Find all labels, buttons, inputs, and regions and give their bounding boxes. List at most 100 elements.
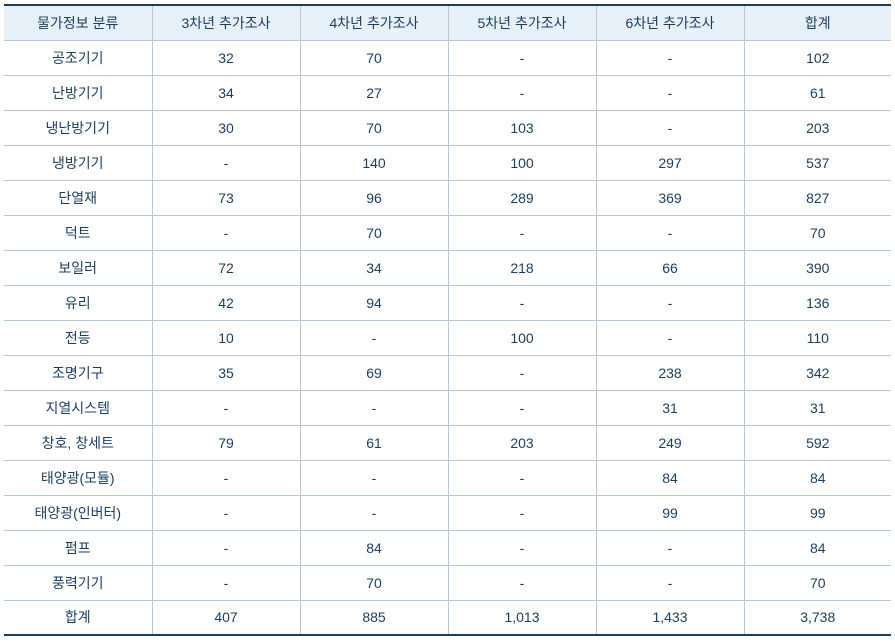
table-cell: 1,433 (596, 600, 744, 635)
table-cell: 592 (744, 425, 891, 460)
table-cell: - (152, 390, 300, 425)
table-cell: 42 (152, 285, 300, 320)
table-cell: - (448, 495, 596, 530)
table-cell: - (448, 390, 596, 425)
table-cell: 84 (300, 530, 448, 565)
table-cell: 218 (448, 250, 596, 285)
table-cell: 27 (300, 75, 448, 110)
table-row: 태양광(모듈)---8484 (4, 460, 891, 495)
table-cell: - (448, 460, 596, 495)
table-cell: 72 (152, 250, 300, 285)
header-cell: 6차년 추가조사 (596, 5, 744, 40)
table-row: 전등10-100-110 (4, 320, 891, 355)
table-cell: 31 (596, 390, 744, 425)
table-cell: - (448, 75, 596, 110)
table-cell: - (596, 565, 744, 600)
table-cell: 난방기기 (4, 75, 152, 110)
table-cell: - (596, 530, 744, 565)
table-cell: - (300, 460, 448, 495)
table-cell: 827 (744, 180, 891, 215)
table-cell: 61 (300, 425, 448, 460)
table-cell: - (300, 320, 448, 355)
table-body: 공조기기3270--102난방기기3427--61냉난방기기3070103-20… (4, 40, 891, 635)
table-cell: 100 (448, 145, 596, 180)
table-cell: 103 (448, 110, 596, 145)
table-row: 공조기기3270--102 (4, 40, 891, 75)
table-cell: - (448, 215, 596, 250)
table-cell: - (152, 495, 300, 530)
table-cell: - (448, 285, 596, 320)
table-cell: 34 (300, 250, 448, 285)
table-cell: 99 (744, 495, 891, 530)
table-row: 창호, 창세트7961203249592 (4, 425, 891, 460)
table-cell: 보일러 (4, 250, 152, 285)
table-cell: - (448, 40, 596, 75)
table-row: 난방기기3427--61 (4, 75, 891, 110)
table-row: 덕트-70--70 (4, 215, 891, 250)
table-cell: 지열시스템 (4, 390, 152, 425)
table-row: 보일러723421866390 (4, 250, 891, 285)
table-cell: 냉방기기 (4, 145, 152, 180)
table-cell: 537 (744, 145, 891, 180)
table-cell: 96 (300, 180, 448, 215)
table-cell: 297 (596, 145, 744, 180)
table-cell: 30 (152, 110, 300, 145)
header-cell: 3차년 추가조사 (152, 5, 300, 40)
table-cell: 단열재 (4, 180, 152, 215)
table-cell: 70 (744, 215, 891, 250)
table-row: 단열재7396289369827 (4, 180, 891, 215)
table-cell: - (152, 530, 300, 565)
header-cell: 4차년 추가조사 (300, 5, 448, 40)
table-cell: 94 (300, 285, 448, 320)
table-cell: 84 (596, 460, 744, 495)
table-cell: 냉난방기기 (4, 110, 152, 145)
header-row: 물가정보 분류 3차년 추가조사 4차년 추가조사 5차년 추가조사 6차년 추… (4, 5, 891, 40)
table-cell: 203 (744, 110, 891, 145)
table-cell: - (300, 495, 448, 530)
table-cell: 창호, 창세트 (4, 425, 152, 460)
table-cell: 70 (300, 40, 448, 75)
table-cell: 공조기기 (4, 40, 152, 75)
table-cell: - (152, 460, 300, 495)
table-row: 태양광(인버터)---9999 (4, 495, 891, 530)
table-cell: 407 (152, 600, 300, 635)
table-cell: 35 (152, 355, 300, 390)
table-row: 조명기구3569-238342 (4, 355, 891, 390)
table-cell: 238 (596, 355, 744, 390)
table-cell: 110 (744, 320, 891, 355)
data-table: 물가정보 분류 3차년 추가조사 4차년 추가조사 5차년 추가조사 6차년 추… (4, 4, 891, 636)
table-cell: - (448, 565, 596, 600)
table-row: 지열시스템---3131 (4, 390, 891, 425)
table-cell: 249 (596, 425, 744, 460)
table-cell: - (152, 145, 300, 180)
table-row: 냉난방기기3070103-203 (4, 110, 891, 145)
header-cell: 물가정보 분류 (4, 5, 152, 40)
table-header: 물가정보 분류 3차년 추가조사 4차년 추가조사 5차년 추가조사 6차년 추… (4, 5, 891, 40)
table-cell: 70 (300, 565, 448, 600)
table-cell: 61 (744, 75, 891, 110)
table-cell: 전등 (4, 320, 152, 355)
header-cell: 5차년 추가조사 (448, 5, 596, 40)
table-cell: 69 (300, 355, 448, 390)
table-cell: 태양광(인버터) (4, 495, 152, 530)
table-cell: - (596, 110, 744, 145)
table-cell: 390 (744, 250, 891, 285)
table-cell: 342 (744, 355, 891, 390)
table-cell: 203 (448, 425, 596, 460)
table-cell: - (152, 215, 300, 250)
table-cell: - (152, 565, 300, 600)
table-cell: 289 (448, 180, 596, 215)
table-cell: - (596, 320, 744, 355)
table-cell: 3,738 (744, 600, 891, 635)
header-cell: 합계 (744, 5, 891, 40)
table-cell: 합계 (4, 600, 152, 635)
table-cell: 34 (152, 75, 300, 110)
table-cell: 32 (152, 40, 300, 75)
table-cell: 99 (596, 495, 744, 530)
table-cell: 펌프 (4, 530, 152, 565)
table-cell: 369 (596, 180, 744, 215)
table-cell: - (596, 40, 744, 75)
table-cell: 조명기구 (4, 355, 152, 390)
table-cell: 102 (744, 40, 891, 75)
table-cell: 70 (744, 565, 891, 600)
